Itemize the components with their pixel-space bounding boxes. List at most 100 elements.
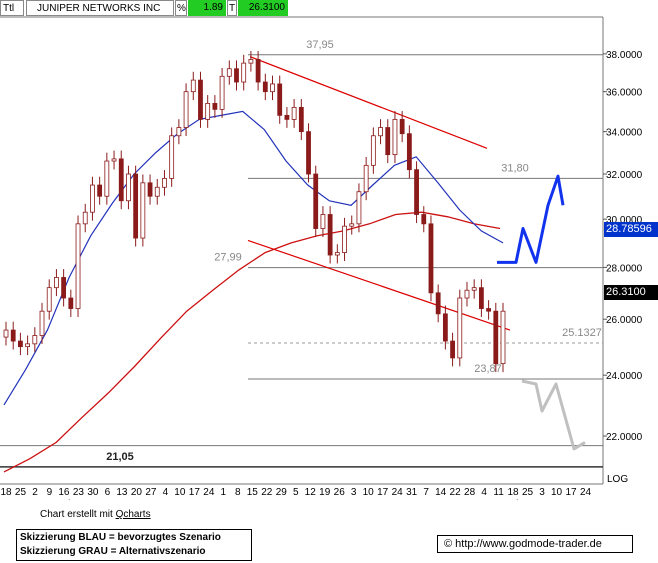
x-tick-label: 10 xyxy=(363,487,375,498)
candle-body xyxy=(154,186,160,197)
x-tick-label: 18 xyxy=(0,487,12,498)
pct-change-box: 1.89 xyxy=(188,0,226,16)
candle-body xyxy=(277,83,283,116)
level-label: 27,99 xyxy=(214,252,242,264)
x-tick-label: 2 xyxy=(32,487,38,498)
ma-value: 28.78596 xyxy=(606,223,652,235)
x-tick-label: 19 xyxy=(319,487,331,498)
candle-body xyxy=(162,178,167,188)
candle-body xyxy=(25,343,31,348)
x-tick-label: 30 xyxy=(87,487,99,498)
x-month-label: Dec xyxy=(417,499,435,500)
pct-label-box: % xyxy=(175,0,187,16)
x-tick-label: 12 xyxy=(305,487,317,498)
qcharts-link[interactable]: Qcharts xyxy=(115,509,151,520)
ma-blue-line xyxy=(3,110,504,406)
candle-body xyxy=(471,287,477,291)
x-tick-label: 3 xyxy=(539,487,545,498)
chart-type-box[interactable]: Ttl xyxy=(0,0,24,16)
x-tick-label: 14 xyxy=(435,487,447,498)
candle-body xyxy=(32,335,38,345)
pct-change-value: 1.89 xyxy=(203,2,223,13)
candle-body xyxy=(241,62,247,83)
level-label: 31,80 xyxy=(501,162,529,174)
scenario-legend: Skizzierung BLAU = bevorzugtes Szenario … xyxy=(16,529,252,561)
candle-body xyxy=(104,160,110,197)
scenario-blue-path xyxy=(497,174,565,264)
x-tick-label: 24 xyxy=(203,487,215,498)
x-tick-label: 10 xyxy=(551,487,563,498)
candle-body xyxy=(306,131,311,175)
x-month-label: Sep xyxy=(214,499,232,500)
last-label-box: T xyxy=(227,0,237,16)
symbol-name: JUNIPER NETWORKS INC xyxy=(37,3,161,14)
candle-body xyxy=(457,297,463,359)
x-month-label: Oct xyxy=(288,499,304,500)
candle-body xyxy=(392,119,398,156)
candle-body xyxy=(46,287,52,312)
candle-body xyxy=(291,106,297,120)
x-tick-label: 24 xyxy=(580,487,592,498)
candle-body xyxy=(219,75,225,110)
legend-blue-scenario: Skizzierung BLAU = bevorzugtes Szenario xyxy=(20,532,221,543)
x-month-label: Aug xyxy=(156,499,174,500)
candle-body xyxy=(133,173,139,239)
candle-body xyxy=(298,106,304,133)
x-tick-label: 4 xyxy=(163,487,169,498)
candle-body xyxy=(421,214,427,225)
x-tick-label: 22 xyxy=(450,487,462,498)
x-tick-label: 17 xyxy=(189,487,201,498)
x-tick-label: 13 xyxy=(116,487,128,498)
candle-body xyxy=(414,169,419,215)
x-tick-label: 27 xyxy=(145,487,157,498)
legend-gray-scenario: Skizzierung GRAU = Alternativszenario xyxy=(20,546,206,557)
last-price-box: 26.3100 xyxy=(238,0,288,16)
x-tick-label: 20 xyxy=(131,487,143,498)
candle-body xyxy=(198,79,203,120)
x-tick-label: 15 xyxy=(247,487,259,498)
candle-body xyxy=(334,252,340,256)
candle-body xyxy=(147,182,153,197)
x-tick-label: 24 xyxy=(392,487,404,498)
candle-body xyxy=(262,81,268,93)
level-label: 21,05 xyxy=(106,451,134,463)
candle-body xyxy=(450,340,455,359)
x-tick-label: 17 xyxy=(565,487,577,498)
level-label: 23,87 xyxy=(474,363,502,375)
candle-body xyxy=(478,287,484,309)
x-tick-label: 25 xyxy=(15,487,27,498)
candle-body xyxy=(500,310,506,365)
ma-value-box: 28.78596 xyxy=(604,222,658,237)
candle-body xyxy=(234,68,239,83)
website-link[interactable]: © http://www.godmode-trader.de xyxy=(437,535,633,553)
x-tick-label: 28 xyxy=(464,487,476,498)
x-tick-label: 10 xyxy=(174,487,186,498)
candle-body xyxy=(68,297,74,309)
pct-label: % xyxy=(177,3,186,14)
candle-body xyxy=(111,158,117,162)
candle-body xyxy=(349,223,355,227)
symbol-box: JUNIPER NETWORKS INC xyxy=(26,0,174,16)
y-tick-label: 24.0000 xyxy=(606,371,643,382)
candle-body xyxy=(428,223,434,294)
last-price-marker: 26.3100 xyxy=(604,285,658,300)
candle-body xyxy=(118,158,124,202)
candle-body xyxy=(126,173,131,202)
candle-body xyxy=(385,127,391,156)
x-tick-label: 7 xyxy=(423,487,429,498)
scenario-gray-path xyxy=(521,379,586,451)
candle-body xyxy=(176,127,182,137)
candle-body xyxy=(363,164,369,193)
candle-body xyxy=(3,329,9,338)
candle-body xyxy=(270,83,275,93)
last-price-value: 26.3100 xyxy=(248,2,285,13)
candle-body xyxy=(378,127,383,137)
x-tick-label: 11 xyxy=(493,487,504,498)
candle-body xyxy=(464,289,470,299)
candle-body xyxy=(255,59,261,83)
x-tick-label: 26 xyxy=(334,487,346,498)
candle-body xyxy=(435,292,441,315)
level-label: 37,95 xyxy=(306,39,334,51)
x-tick-label: 16 xyxy=(58,487,70,498)
level-label: 25.1327 xyxy=(562,327,602,339)
